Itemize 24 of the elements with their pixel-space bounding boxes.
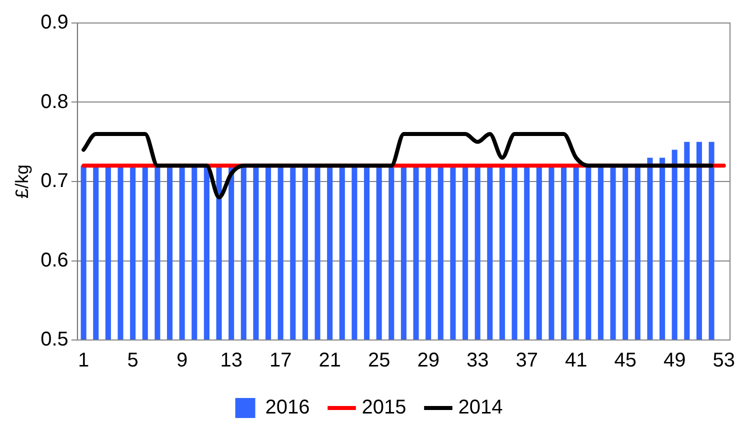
- y-tick-label: 0.7: [40, 170, 68, 192]
- x-tick-label: 17: [269, 350, 292, 372]
- legend-label: 2014: [458, 396, 503, 419]
- x-tick-label: 53: [712, 350, 735, 372]
- x-tick-label: 5: [127, 350, 138, 372]
- y-tick-label: 0.8: [40, 90, 68, 113]
- x-tick-label: 9: [176, 350, 188, 372]
- y-tick-label: 0.5: [40, 328, 68, 351]
- x-tick-label: 45: [614, 350, 636, 372]
- y-tick-label: 0.6: [40, 249, 68, 272]
- x-tick-label: 25: [368, 350, 390, 372]
- x-tick-label: 33: [466, 350, 489, 372]
- y-axis-title: £/kg: [12, 164, 32, 199]
- y-tick-label: 0.9: [40, 12, 68, 34]
- legend-label: 2015: [362, 396, 406, 419]
- x-tick-label: 21: [318, 350, 341, 372]
- x-tick-label: 1: [78, 350, 90, 372]
- x-tick-label: 13: [220, 350, 242, 372]
- x-tick-label: 49: [663, 350, 686, 372]
- line-series: [82, 132, 714, 200]
- x-tick-label: 37: [516, 350, 538, 372]
- x-tick-label: 29: [417, 350, 440, 372]
- legend-label: 2016: [265, 396, 310, 419]
- x-tick-label: 41: [564, 350, 588, 372]
